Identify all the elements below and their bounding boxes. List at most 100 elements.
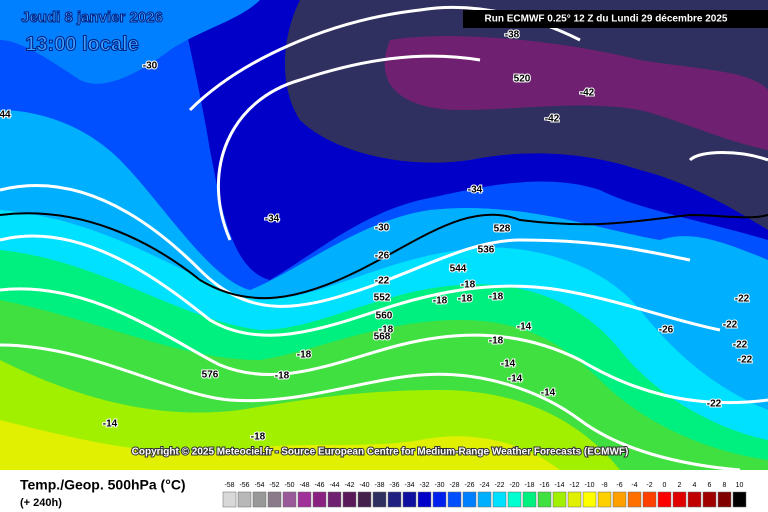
legend-swatch: [432, 491, 447, 508]
legend-swatch: [357, 491, 372, 508]
contour-label: -18: [489, 336, 504, 347]
legend-swatch: [597, 491, 612, 508]
legend-label: -58: [224, 482, 234, 489]
legend-label: -8: [601, 482, 607, 489]
legend-swatch: [492, 491, 507, 508]
contour-label: 520: [514, 74, 531, 85]
contour-label: 528: [494, 224, 511, 235]
legend-label: -10: [584, 482, 594, 489]
contour-label: -18: [461, 280, 476, 291]
legend-label: -24: [479, 482, 489, 489]
contour-label: -34: [468, 185, 483, 196]
legend-swatch: [327, 491, 342, 508]
contour-label: 536: [478, 245, 495, 256]
legend-swatch: [237, 491, 252, 508]
legend-label: -2: [646, 482, 652, 489]
geopotential-contours: [0, 5, 768, 472]
legend-label: -22: [494, 482, 504, 489]
legend-label: -42: [344, 482, 354, 489]
contour-label: -42: [580, 88, 595, 99]
contour-label: -22: [733, 340, 748, 351]
legend-label: -40: [359, 482, 369, 489]
contour-label: -18: [251, 432, 266, 443]
greenland-zone: [0, 0, 260, 84]
contour-label: -30: [375, 223, 390, 234]
legend-swatch: [567, 491, 582, 508]
legend-label: -52: [269, 482, 279, 489]
contour-label: -14: [541, 388, 556, 399]
contour-label: 576: [202, 370, 219, 381]
contour-label: -18: [379, 325, 394, 336]
contour-label: 44: [0, 110, 11, 121]
legend-swatch: [507, 491, 522, 508]
legend-swatch: [642, 491, 657, 508]
legend-label: 4: [693, 482, 697, 489]
legend-swatch: [312, 491, 327, 508]
map: -30 -38 520 -42 -42 -34 -34 -30 528 -26 536 544 -22 -…: [0, 0, 768, 472]
legend-swatch: [522, 491, 537, 508]
contour-label: -14: [501, 359, 516, 370]
legend-label: -12: [569, 482, 579, 489]
legend-label: -4: [631, 482, 637, 489]
contour-label: 552: [374, 293, 391, 304]
contour-label: -22: [723, 320, 738, 331]
legend-label: 0: [663, 482, 667, 489]
contour-label: -30: [143, 61, 158, 72]
legend-label: -14: [554, 482, 564, 489]
contour-label: -18: [458, 294, 473, 305]
legend-label: 6: [708, 482, 712, 489]
legend-swatch: [687, 491, 702, 508]
legend-label: -36: [389, 482, 399, 489]
footer-title: Temp./Geop. 500hPa (°C): [20, 477, 186, 493]
legend-swatch: [537, 491, 552, 508]
contour-label: 560: [376, 311, 393, 322]
legend-label: -28: [449, 482, 459, 489]
contour-label: -18: [489, 292, 504, 303]
contour-label: 544: [450, 264, 467, 275]
legend-label: -38: [374, 482, 384, 489]
contour-label: -14: [517, 322, 532, 333]
forecast-time: 13:00 locale: [25, 33, 138, 55]
legend-swatch: [477, 491, 492, 508]
legend-label: -20: [509, 482, 519, 489]
temp-zone: [384, 36, 768, 150]
legend-swatch: [672, 491, 687, 508]
contour-label: -34: [265, 214, 280, 225]
color-legend: -58 -56 -54 -52 -50 -48 -46 -44 -42 -40 -38 -36 -34-…: [222, 482, 747, 508]
contour-label: -22: [707, 399, 722, 410]
legend-swatch: [462, 491, 477, 508]
contour-labels: -30 -38 520 -42 -42 -34 -34 -30 528 -26 536 544 -22 -…: [0, 29, 754, 444]
contour-label: 568: [374, 332, 391, 343]
contour-label: -22: [375, 276, 390, 287]
legend-label: -16: [539, 482, 549, 489]
legend-swatch: [627, 491, 642, 508]
legend-swatch: [282, 491, 297, 508]
legend-swatch: [252, 491, 267, 508]
contour-label: -22: [738, 355, 753, 366]
legend-label: -46: [314, 482, 324, 489]
legend-label: 2: [678, 482, 682, 489]
contour-label: -26: [375, 251, 390, 262]
legend-swatch: [267, 491, 282, 508]
legend-label: -54: [254, 482, 264, 489]
legend-swatch: [342, 491, 357, 508]
contour-label: -42: [545, 114, 560, 125]
contour-label: -38: [505, 30, 520, 41]
legend-swatch: [582, 491, 597, 508]
contour-label: -14: [103, 419, 118, 430]
legend-label: -44: [329, 482, 339, 489]
contour-label: -18: [297, 350, 312, 361]
legend-swatch: [612, 491, 627, 508]
legend-label: -56: [239, 482, 249, 489]
contour-label: -14: [508, 374, 523, 385]
contour-label: -22: [735, 294, 750, 305]
legend-label: 10: [736, 482, 744, 489]
legend-label: -6: [616, 482, 622, 489]
forecast-date: Jeudi 8 janvier 2026: [21, 9, 163, 26]
contour-label: -26: [659, 325, 674, 336]
legend-label: -18: [524, 482, 534, 489]
copyright: Copyright © 2025 Meteociel.fr - Source E…: [132, 447, 629, 458]
legend-label: -34: [404, 482, 414, 489]
legend-label: 8: [723, 482, 727, 489]
